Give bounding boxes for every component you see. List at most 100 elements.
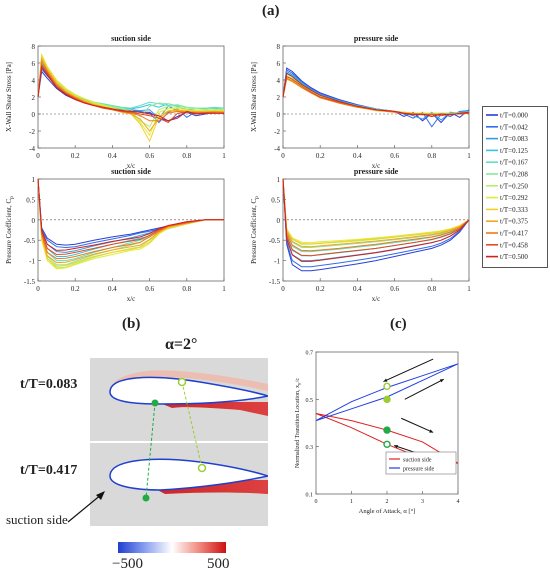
y-tick-label: -0.5 [24,237,36,245]
y-axis-label: X-Wall Shear Stress [Pa] [250,62,258,132]
y-tick-label: -1 [274,258,280,266]
plot-frame [37,45,225,149]
x-tick-label: 0.2 [71,285,80,293]
x-tick-label: 0.4 [108,152,117,160]
plot-frame [37,178,225,282]
series-line-1 [282,178,470,268]
marker-pressure-2 [197,463,207,473]
legend-label-3: t/T=0.125 [500,147,528,155]
y-tick-label: 1 [277,176,281,184]
y-tick-label: -4 [274,145,280,153]
state-label-1: t/T=0.083 [20,377,78,392]
marker-1 [383,395,391,404]
x-tick-label: 1 [350,499,353,505]
legend-label-1: pressure side [403,467,434,473]
legend-label-10: t/T=0.417 [500,230,528,238]
colorbar-max: 500 [207,556,230,572]
plot-title: suction side [111,34,151,43]
x-tick-label: 0.2 [316,152,325,160]
colorbar-min: −500 [112,556,143,572]
y-tick-label: 0.5 [306,398,314,404]
marker-3 [383,440,391,449]
y-tick-label: 4 [277,77,281,85]
legend-label-0: suction side [403,458,432,464]
x-tick-label: 1 [222,152,226,160]
y-tick-label: 6 [277,60,281,68]
airfoil-panel [90,358,268,526]
series-line-5 [282,75,470,114]
legend-label-7: t/T=0.292 [500,194,528,202]
pressure-cp-plot: pressure side -1.5 -1 -0.5 0 0.5 1 0 0.2 0.4 0.6 0.… [250,167,471,303]
legend-label-2: t/T=0.083 [500,135,528,143]
marker-0 [383,382,391,391]
series-line-1 [315,363,459,422]
series-line-6 [37,54,224,128]
y-tick-label: 8 [32,43,36,51]
x-tick-label: 1 [467,285,471,293]
x-tick-label: 0 [36,152,40,160]
x-tick-label: 0.2 [71,152,80,160]
series-line-7 [282,178,470,244]
y-tick-label: -2 [29,128,35,136]
plot-frame [282,178,470,282]
legend-label-1: t/T=0.042 [500,123,528,131]
x-tick-label: 0.8 [182,152,191,160]
x-tick-label: 3 [421,499,424,505]
x-tick-label: 1 [222,285,226,293]
x-tick-label: 4 [457,499,460,505]
series-group [282,178,470,272]
series-line-10 [282,178,470,252]
marker-suction-1 [151,399,159,407]
x-tick-label: 1 [467,152,471,160]
legend-box [385,451,457,475]
series-line-3 [37,62,225,111]
x-tick-label: 0.2 [316,285,325,293]
series-line-7 [37,178,224,270]
x-tick-label: 0.4 [353,285,362,293]
plot-frame [282,45,470,149]
series-line-4 [37,59,225,109]
legend-label-11: t/T=0.458 [500,241,528,249]
transition-line-suction [145,402,156,499]
x-tick-label: 0.6 [390,285,399,293]
marker-2 [383,426,391,434]
arrow-upper-left-head [383,378,388,382]
marker-suction-2 [142,494,150,502]
y-axis-label: X-Wall Shear Stress [Pa] [5,62,13,132]
y-tick-label: 0.7 [306,351,314,357]
legend-label-9: t/T=0.375 [500,218,528,226]
series-line-11 [37,178,224,256]
suction-arrow [67,491,105,523]
series-line-12 [37,178,224,251]
x-tick-label: 0 [281,152,285,160]
x-axis-label: x/c [127,295,136,303]
plot-title: pressure side [354,167,399,176]
series-line-12 [282,178,470,262]
marker-pressure-1 [177,377,187,387]
legend-label-8: t/T=0.333 [500,206,528,214]
y-tick-label: -0.5 [269,237,281,245]
x-tick-label: 0 [281,285,285,293]
y-tick-label: 8 [277,43,281,51]
colorbar [118,542,226,553]
series-line-8 [37,54,224,143]
x-tick-label: 0.4 [108,285,117,293]
series-line-10 [37,178,224,260]
y-tick-label: 1 [32,176,36,184]
airfoil-svg [90,370,268,502]
arrow-lower-left-head [394,444,399,449]
x-tick-label: 0.4 [353,152,362,160]
x-tick-label: 0.8 [427,152,436,160]
x-tick-label: 0.6 [145,152,154,160]
time-legend: t/T=0.000 t/T=0.042 t/T=0.083 t/T=0.125 t/T=… [482,106,548,268]
plot-title: pressure side [354,34,399,43]
series-line-0 [315,413,459,464]
pressure-shear-plot: pressure side -4 -2 0 2 4 6 8 0 0.2 0.4 0.6 0.8 1 x/c X… [250,34,471,170]
airfoil-top [109,370,268,416]
wake-region-2 [150,480,268,494]
arrow-upper-right [404,378,445,400]
series-line-1 [282,68,470,128]
legend-label-5: t/T=0.208 [500,171,528,179]
y-tick-label: 0.3 [306,445,314,451]
airfoil-outline-top [109,376,268,405]
